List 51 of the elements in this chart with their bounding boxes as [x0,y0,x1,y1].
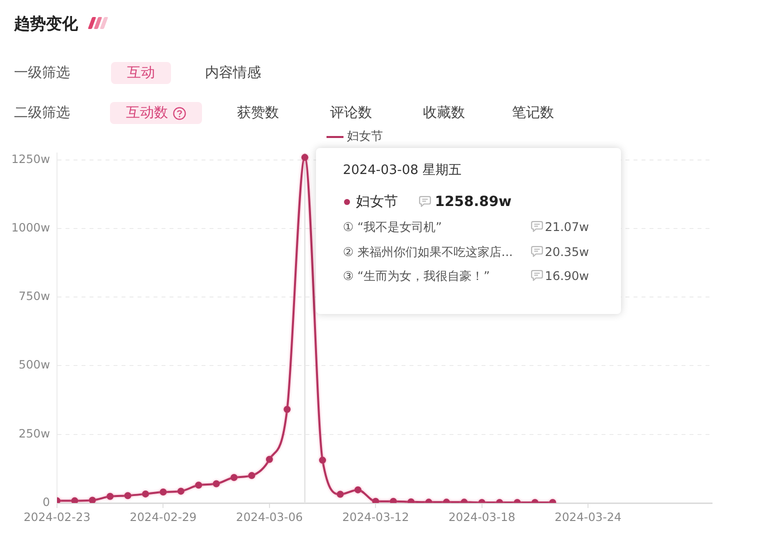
text: 二级筛选 [14,104,70,123]
point [390,498,397,503]
x-tick-label: 2024-03-12 [342,510,410,524]
annotation: 20.35w [544,244,589,261]
point [336,490,344,498]
y-tick-label: 1000w [11,220,50,234]
annotation: 16.90w [544,268,589,286]
point [195,482,202,489]
annotation: 21.07w [544,219,589,236]
y-tick-label: 250w [18,426,50,440]
point [301,154,308,161]
point [106,492,114,500]
legend-label: 妇女节 [356,193,398,212]
annotation: 2024-03-08 星期五 [342,162,462,180]
point [354,486,362,494]
point [160,488,167,496]
filter-tab[interactable]: 内容情感 [205,62,261,84]
chart-title: 趋势变化 [14,14,78,34]
annotation: ② 来福州你们如果不吃这家店... [342,244,513,261]
filter-tab[interactable]: 评论数 [330,102,372,124]
point [88,496,96,503]
point [284,406,291,413]
point [177,488,184,495]
annotation: 1258.89w [434,193,512,212]
text: 一级筛选 [14,64,70,83]
point [248,472,256,480]
annotation: ③ “生而为女，我很自豪！” [342,268,490,286]
filter-tab[interactable]: 互动数 [110,102,202,124]
x-tick-label: 2024-02-29 [130,510,197,524]
x-tick-label: 2024-03-06 [236,510,303,524]
y-tick-label: 1250w [11,152,50,166]
x-tick-label: 2024-03-18 [448,510,516,524]
annotation: ① “我不是女司机” [342,219,442,236]
filter-tab[interactable]: 笔记数 [512,102,554,124]
x-tick-label: 2024-02-23 [24,510,90,524]
text: 妇女节 [347,129,383,144]
point [230,474,238,481]
filter-tab[interactable]: 收藏数 [423,102,465,124]
y-tick-label: 0 [42,494,50,509]
point [372,498,380,503]
point [71,497,78,503]
filter-tab[interactable]: 互动 [111,62,171,84]
point [142,490,150,498]
filter-tab[interactable]: 获赞数 [237,102,279,124]
point [212,480,220,488]
x-tick-label: 2024-03-24 [554,510,622,524]
point [266,456,273,463]
y-tick-label: 500w [18,358,50,372]
point [124,492,132,500]
point [319,456,326,464]
y-tick-label: 750w [18,289,50,304]
